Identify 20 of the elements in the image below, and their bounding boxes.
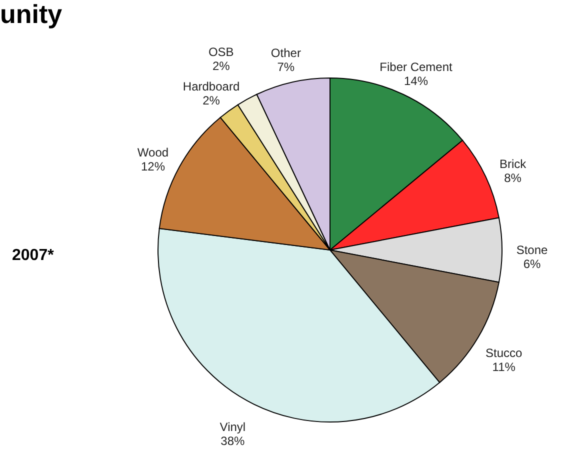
data-label: 2% [202, 94, 220, 108]
data-label: 6% [523, 257, 541, 271]
data-label: 38% [220, 434, 246, 448]
slice-label: Vinyl [220, 420, 246, 434]
slice-label: Fiber Cement [380, 60, 454, 74]
slice-label: Wood [137, 146, 169, 160]
data-label: 7% [277, 60, 295, 74]
data-label: 11% [492, 360, 516, 374]
chart-title: unity [0, 0, 63, 29]
data-label: 2% [212, 58, 230, 73]
data-label: 8% [504, 170, 522, 185]
slice-label: Brick [499, 156, 528, 171]
text: 2007* [12, 247, 55, 264]
data-label: 12% [140, 160, 166, 174]
slice-label: Hardboard [182, 80, 240, 94]
slice-label: OSB [208, 44, 234, 59]
slice-label: Stone [516, 243, 548, 257]
slice-label: Other [270, 46, 301, 60]
slice-label: Stucco [486, 346, 523, 360]
data-label: 14% [404, 74, 428, 88]
